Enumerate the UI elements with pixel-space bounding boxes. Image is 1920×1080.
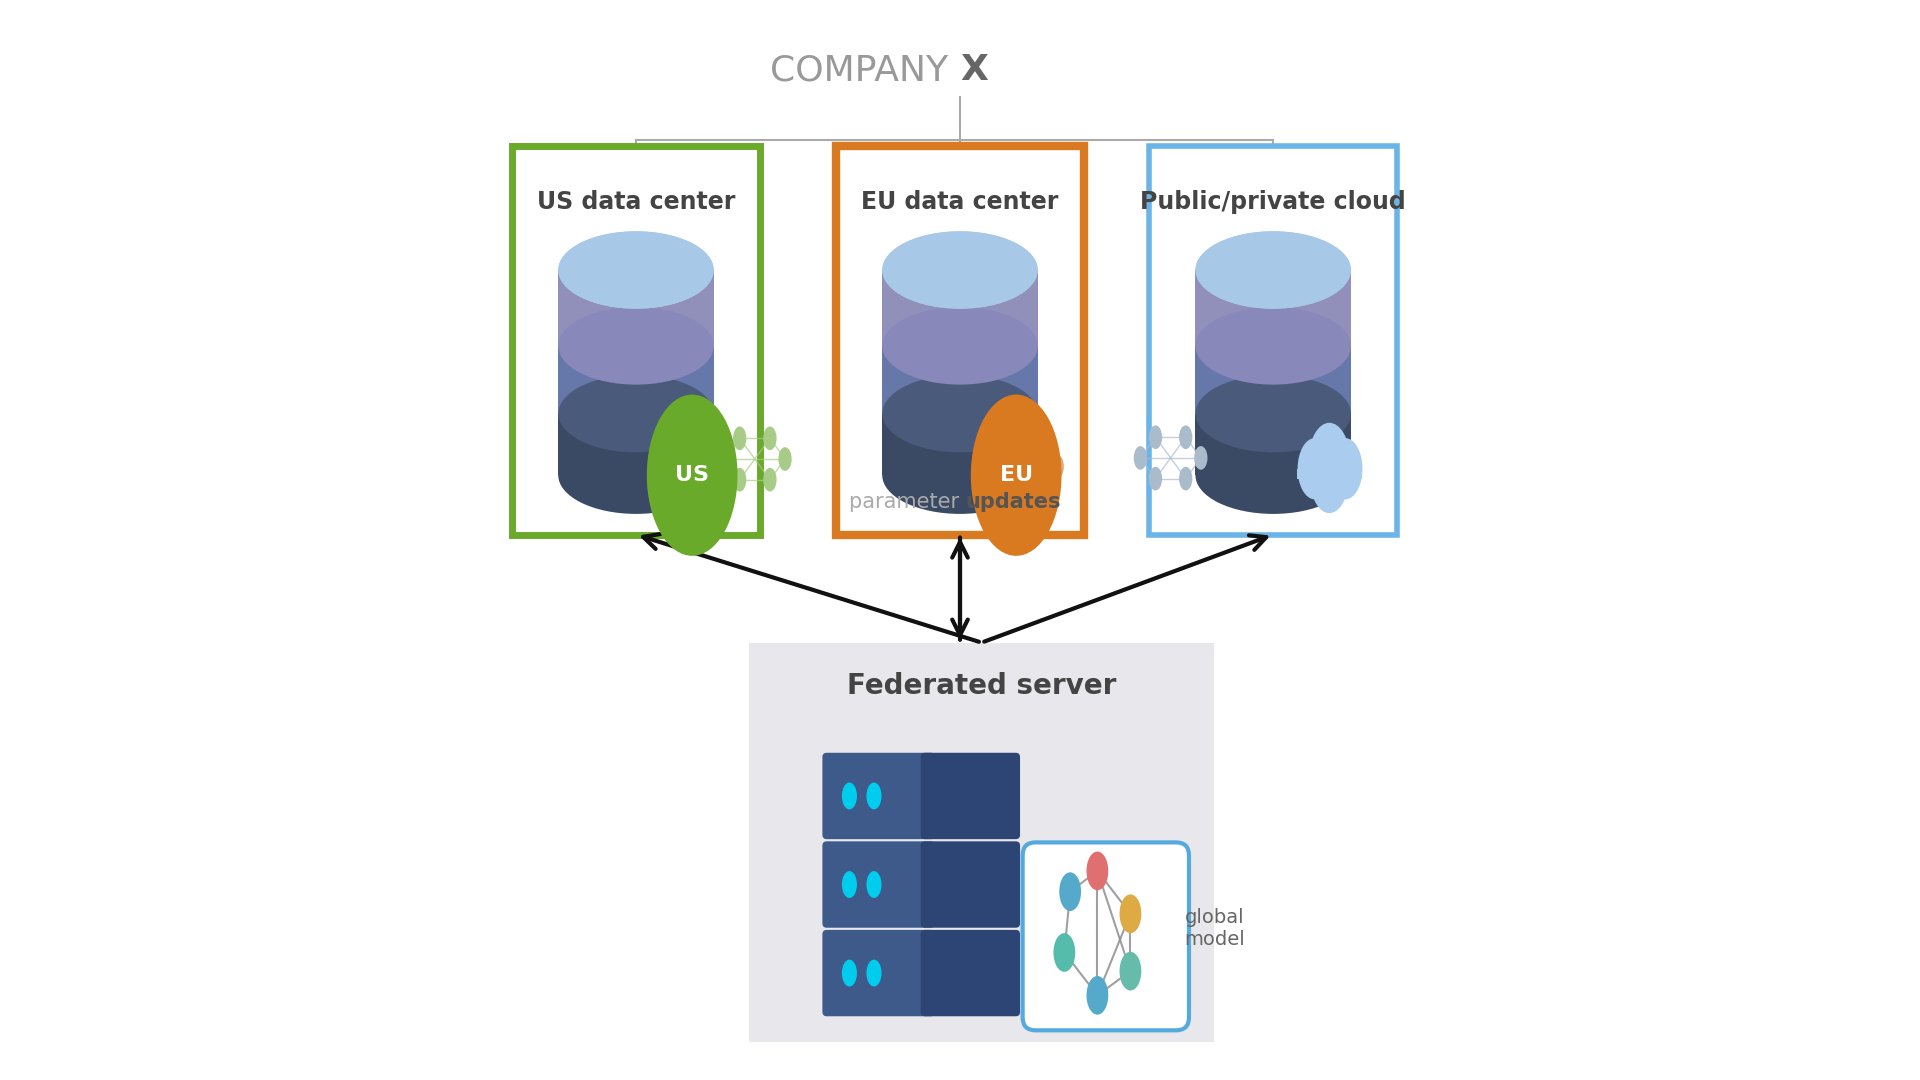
Polygon shape xyxy=(883,414,1037,475)
Ellipse shape xyxy=(1133,446,1146,470)
Ellipse shape xyxy=(1087,851,1108,890)
Ellipse shape xyxy=(1196,375,1352,453)
Text: global
model: global model xyxy=(1185,908,1246,948)
Ellipse shape xyxy=(1054,933,1075,972)
Polygon shape xyxy=(1196,270,1352,346)
Polygon shape xyxy=(1296,469,1361,480)
Text: parameter: parameter xyxy=(849,492,966,512)
Text: COMPANY: COMPANY xyxy=(770,53,960,87)
Ellipse shape xyxy=(1194,446,1208,470)
Ellipse shape xyxy=(881,231,1037,309)
Ellipse shape xyxy=(1119,894,1140,933)
FancyBboxPatch shape xyxy=(1148,146,1398,535)
Ellipse shape xyxy=(778,447,791,471)
Polygon shape xyxy=(559,414,714,475)
Ellipse shape xyxy=(559,375,714,453)
Ellipse shape xyxy=(991,455,1004,478)
Ellipse shape xyxy=(841,783,856,809)
Ellipse shape xyxy=(1309,445,1348,513)
FancyBboxPatch shape xyxy=(513,146,760,535)
Ellipse shape xyxy=(1087,976,1108,1015)
Ellipse shape xyxy=(881,307,1037,384)
FancyBboxPatch shape xyxy=(922,841,1020,928)
Ellipse shape xyxy=(647,394,737,556)
Ellipse shape xyxy=(1196,231,1352,309)
Ellipse shape xyxy=(559,307,714,384)
Ellipse shape xyxy=(1148,426,1162,449)
Ellipse shape xyxy=(866,783,881,809)
Text: Federated server: Federated server xyxy=(847,672,1116,700)
Ellipse shape xyxy=(1179,426,1192,449)
Ellipse shape xyxy=(1298,438,1332,499)
Ellipse shape xyxy=(764,427,776,450)
Ellipse shape xyxy=(881,231,1037,309)
FancyBboxPatch shape xyxy=(822,930,935,1016)
Text: X: X xyxy=(960,53,989,87)
Ellipse shape xyxy=(733,427,747,450)
Ellipse shape xyxy=(881,375,1037,453)
Text: EU data center: EU data center xyxy=(862,190,1058,214)
Ellipse shape xyxy=(972,394,1062,556)
Text: US data center: US data center xyxy=(538,190,735,214)
FancyBboxPatch shape xyxy=(822,841,935,928)
Ellipse shape xyxy=(1196,307,1352,384)
Ellipse shape xyxy=(881,375,1037,453)
Ellipse shape xyxy=(1050,455,1064,478)
Ellipse shape xyxy=(1179,467,1192,490)
Polygon shape xyxy=(559,270,714,346)
Text: Public/private cloud: Public/private cloud xyxy=(1140,190,1405,214)
Ellipse shape xyxy=(764,468,776,491)
Ellipse shape xyxy=(1196,375,1352,453)
Ellipse shape xyxy=(559,436,714,514)
Polygon shape xyxy=(883,346,1037,414)
Text: EU: EU xyxy=(1000,465,1033,485)
FancyBboxPatch shape xyxy=(922,753,1020,839)
Ellipse shape xyxy=(841,872,856,897)
Ellipse shape xyxy=(881,436,1037,514)
Ellipse shape xyxy=(1329,438,1363,499)
Ellipse shape xyxy=(559,307,714,384)
Ellipse shape xyxy=(1148,467,1162,490)
Ellipse shape xyxy=(841,960,856,986)
Ellipse shape xyxy=(1196,307,1352,384)
Ellipse shape xyxy=(718,447,732,471)
Ellipse shape xyxy=(559,231,714,309)
Ellipse shape xyxy=(1006,475,1018,499)
FancyBboxPatch shape xyxy=(749,643,1213,1042)
Ellipse shape xyxy=(559,375,714,453)
Polygon shape xyxy=(559,346,714,414)
Text: updates: updates xyxy=(966,492,1062,512)
Ellipse shape xyxy=(1060,873,1081,912)
Polygon shape xyxy=(1196,414,1352,475)
Ellipse shape xyxy=(1196,231,1352,309)
Ellipse shape xyxy=(733,468,747,491)
FancyBboxPatch shape xyxy=(822,753,935,839)
Ellipse shape xyxy=(866,960,881,986)
Polygon shape xyxy=(883,270,1037,346)
Ellipse shape xyxy=(1035,475,1048,499)
Text: US: US xyxy=(676,465,708,485)
FancyBboxPatch shape xyxy=(1023,842,1188,1030)
Ellipse shape xyxy=(866,872,881,897)
Ellipse shape xyxy=(1119,951,1140,990)
Ellipse shape xyxy=(559,231,714,309)
Ellipse shape xyxy=(1035,434,1048,458)
Ellipse shape xyxy=(1309,422,1350,496)
Ellipse shape xyxy=(1006,434,1018,458)
Ellipse shape xyxy=(1196,436,1352,514)
Ellipse shape xyxy=(881,307,1037,384)
Polygon shape xyxy=(1196,346,1352,414)
FancyBboxPatch shape xyxy=(922,930,1020,1016)
FancyBboxPatch shape xyxy=(835,146,1085,535)
